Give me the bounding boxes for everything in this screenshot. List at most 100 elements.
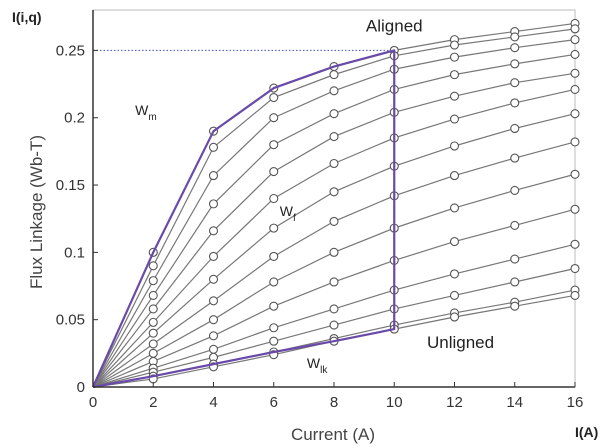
data-point: [510, 32, 520, 42]
series-9: [92, 169, 580, 388]
data-point: [570, 24, 580, 34]
data-point: [329, 158, 339, 169]
data-point: [329, 247, 339, 257]
data-point: [570, 68, 580, 78]
data-point: [449, 40, 460, 50]
data-point: [510, 123, 520, 134]
x-axis-label: Current (A): [291, 425, 375, 444]
data-point: [570, 239, 580, 249]
data-point: [570, 84, 580, 94]
x-corner-label: I(A): [575, 424, 598, 440]
data-point: [329, 216, 339, 226]
data-point: [269, 140, 279, 150]
data-point: [269, 223, 279, 233]
data-point: [148, 276, 158, 286]
data-point: [570, 49, 580, 59]
x-tick-label: 10: [386, 394, 403, 411]
y-tick-label: 0.2: [64, 110, 85, 127]
data-point: [208, 331, 219, 341]
annotations: Aligned Unligned Wm Wf Wlk: [135, 17, 494, 377]
y-tick-label: 0.15: [56, 177, 85, 194]
data-point: [449, 114, 460, 124]
data-point: [329, 187, 339, 197]
data-point: [208, 226, 219, 236]
data-point: [148, 317, 158, 327]
data-point: [570, 169, 580, 179]
series-5: [92, 68, 580, 388]
data-point: [208, 274, 219, 284]
data-point: [510, 185, 520, 195]
y-tick-label: 0.05: [56, 312, 85, 329]
series-line: [92, 141, 576, 388]
series-line: [92, 243, 576, 388]
data-point: [148, 290, 158, 300]
series-13: [92, 285, 580, 388]
data-point: [208, 199, 219, 209]
data-point: [510, 254, 520, 264]
data-point: [148, 304, 158, 314]
series-6: [92, 84, 580, 388]
x-tick-label: 4: [209, 394, 217, 411]
data-point: [269, 301, 279, 311]
data-point: [269, 113, 279, 123]
data-point: [449, 312, 460, 322]
annotation: Unligned: [427, 333, 494, 352]
data-point: [449, 269, 460, 279]
data-point: [329, 277, 339, 287]
data-point: [510, 301, 520, 311]
y-axis-label: Flux Linkage (Wb-T): [27, 135, 46, 289]
annotation: Wlk: [307, 355, 328, 376]
y-tick-label: 0: [77, 379, 85, 396]
series-8: [92, 137, 580, 388]
x-tick-label: 0: [89, 394, 97, 411]
data-point: [510, 43, 520, 53]
magnetization-curves: [92, 18, 580, 388]
data-point: [329, 70, 339, 80]
data-point: [148, 339, 158, 349]
y-corner-label: I(i,q): [12, 9, 42, 25]
series-10: [92, 204, 580, 388]
data-point: [510, 220, 520, 230]
x-tick-label: 14: [506, 394, 523, 411]
annotation: Wf: [280, 203, 296, 224]
data-point: [449, 52, 460, 62]
series-3: [92, 35, 580, 388]
data-point: [148, 328, 158, 338]
data-point: [449, 91, 460, 101]
data-point: [269, 251, 279, 261]
data-point: [208, 171, 219, 181]
data-point: [208, 344, 219, 354]
data-point: [269, 277, 279, 287]
x-tick-label: 8: [330, 394, 338, 411]
series-line: [92, 208, 576, 388]
data-point: [449, 237, 460, 247]
data-point: [570, 290, 580, 300]
data-point: [449, 70, 460, 80]
data-point: [269, 193, 279, 204]
data-point: [329, 109, 339, 119]
data-point: [329, 86, 339, 96]
x-tick-label: 2: [149, 394, 157, 411]
co-energy-boundary: [91, 49, 396, 389]
highlight-path: [91, 49, 396, 389]
data-point: [449, 171, 460, 181]
series-7: [92, 109, 580, 388]
x-tick-label: 16: [567, 394, 584, 411]
y-tick-label: 0.25: [56, 42, 85, 59]
series-2: [92, 24, 580, 388]
y-tick-label: 0.1: [64, 244, 85, 261]
data-point: [329, 304, 339, 314]
data-point: [510, 153, 520, 163]
data-point: [449, 290, 460, 300]
data-point: [269, 323, 279, 333]
data-point: [570, 204, 580, 214]
series-11: [92, 239, 580, 388]
data-point: [269, 167, 279, 177]
data-point: [208, 142, 219, 152]
data-point: [510, 78, 520, 88]
annotation: Aligned: [366, 17, 423, 36]
data-point: [570, 263, 580, 274]
axes: [92, 10, 576, 388]
x-tick-label: 12: [446, 394, 463, 411]
